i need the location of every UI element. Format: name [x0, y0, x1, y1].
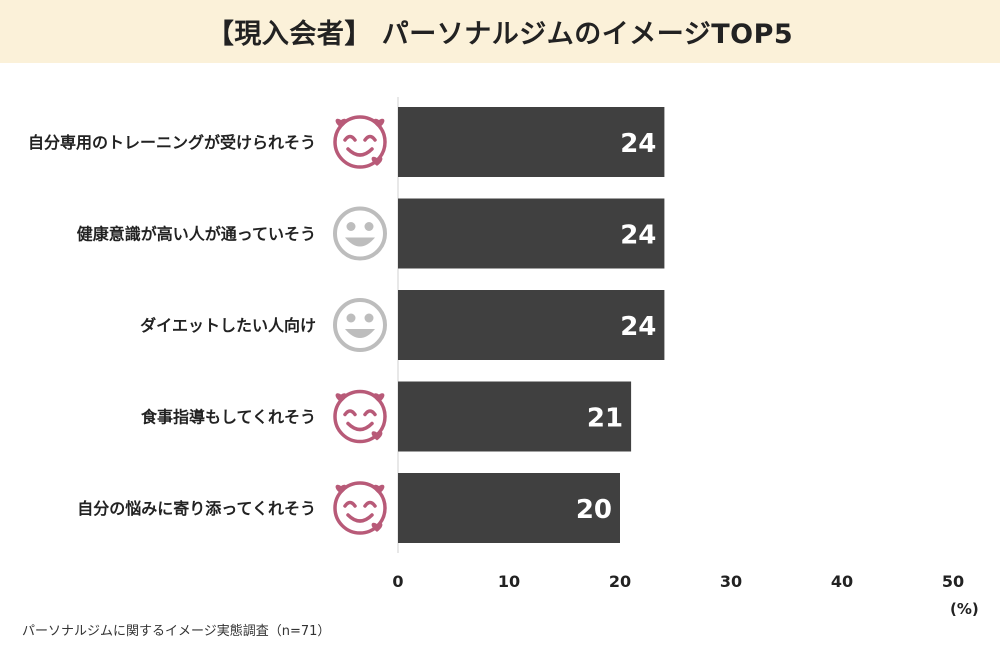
love-face-icon	[333, 115, 387, 169]
x-tick-label: 10	[498, 572, 520, 591]
left-eye	[346, 313, 356, 323]
face-outline	[333, 481, 387, 535]
smile-face-icon	[333, 298, 387, 352]
love-face-icon	[333, 389, 387, 444]
right-eye	[364, 222, 374, 231]
right-eye	[364, 313, 374, 323]
smile-mouth	[346, 147, 374, 157]
left-eye	[343, 409, 357, 417]
face-outline	[333, 206, 387, 261]
category-label-1: 自分専用のトレーニングが受けられそう	[28, 133, 316, 152]
left-eye	[346, 222, 356, 231]
smile-mouth	[346, 513, 374, 523]
bar-3	[398, 290, 665, 360]
right-eye	[363, 500, 377, 508]
face-outline	[333, 298, 387, 352]
bar-4	[398, 381, 632, 452]
smile-mouth	[345, 329, 375, 338]
x-tick-label: 0	[392, 572, 403, 591]
x-tick-label: 30	[720, 572, 742, 591]
category-label-4: 食事指導もしてくれそう	[140, 408, 316, 427]
unit-label: (%)	[950, 600, 979, 618]
x-tick-label: 50	[942, 572, 964, 591]
heart-icon	[371, 431, 383, 441]
bar-5	[398, 473, 620, 543]
face-outline	[333, 115, 387, 169]
love-face-icon	[333, 481, 387, 535]
title-bar: 【現入会者】 パーソナルジムのイメージTOP5	[0, 0, 1000, 63]
bar-2	[398, 198, 665, 269]
category-label-2: 健康意識が高い人が通っていそう	[77, 225, 316, 244]
right-eye	[363, 134, 377, 142]
heart-icon	[335, 393, 347, 403]
right-eye	[363, 409, 377, 417]
heart-icon	[373, 118, 385, 128]
face-outline	[333, 389, 387, 444]
category-label-3: ダイエットしたい人向け	[140, 316, 316, 335]
heart-icon	[373, 393, 385, 403]
value-label-3: 24	[620, 312, 656, 342]
value-label-1: 24	[620, 129, 656, 159]
source-note: パーソナルジムに関するイメージ実態調査（n=71）	[22, 624, 331, 639]
heart-icon	[371, 522, 383, 532]
heart-icon	[335, 118, 347, 128]
left-eye	[343, 500, 357, 508]
x-tick-label: 20	[609, 572, 631, 591]
heart-icon	[335, 484, 347, 494]
bar-1	[398, 107, 665, 177]
category-label-5: 自分の悩みに寄り添ってくれそう	[77, 499, 316, 518]
chart-title: 【現入会者】 パーソナルジムのイメージTOP5	[206, 19, 794, 50]
value-label-2: 24	[620, 221, 656, 251]
x-tick-label: 40	[831, 572, 853, 591]
heart-icon	[371, 156, 383, 166]
heart-icon	[373, 484, 385, 494]
value-label-5: 20	[576, 495, 612, 525]
value-label-4: 21	[587, 404, 623, 434]
smile-mouth	[346, 421, 374, 432]
left-eye	[343, 134, 357, 142]
smile-face-icon	[333, 206, 387, 261]
smile-mouth	[345, 237, 375, 247]
